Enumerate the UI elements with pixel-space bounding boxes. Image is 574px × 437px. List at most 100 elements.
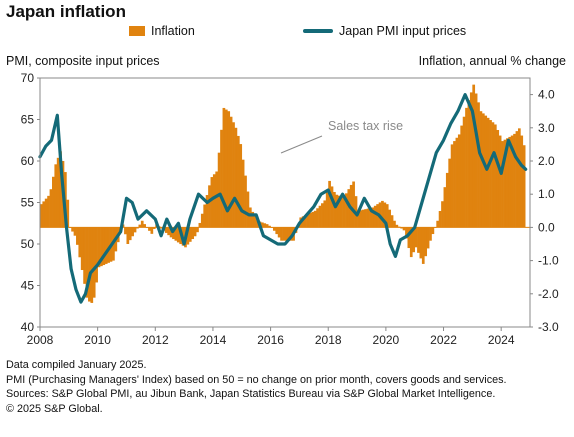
inflation-bar [517,128,521,228]
legend-item-pmi: Japan PMI input prices [303,24,466,38]
inflation-bar [287,227,291,241]
chart-plot: 40 45 50 55 60 65 70 -3.0 -2.0 -1.0 0.0 1.0 2.0 3.0 4.… [21,71,559,347]
x-axis-tick-label: 2016 [257,333,284,347]
inflation-bar [503,139,507,228]
inflation-bar [210,177,214,228]
inflation-bar [352,181,355,228]
annotation-sales-tax-rise: Sales tax rise [328,119,403,133]
inflation-bar [241,159,245,228]
inflation-bar [424,227,428,257]
inflation-bar [513,133,516,228]
inflation-bar [366,208,370,228]
legend-label-pmi: Japan PMI input prices [339,24,467,38]
inflation-bar [229,116,233,228]
inflation-bar [176,227,180,243]
inflation-bar [193,227,197,237]
inflation-bar [304,215,307,228]
inflation-bar [215,171,219,228]
inflation-bar [412,227,415,253]
inflation-bar [102,227,106,266]
inflation-bar [462,116,466,228]
inflation-bar [124,227,127,235]
inflation-bar [481,113,485,228]
left-axis-tick-label: 40 [21,320,35,334]
inflation-bar [445,172,449,228]
inflation-bar [321,203,324,228]
inflation-bar [510,135,514,228]
inflation-bar [268,225,271,228]
inflation-bar [66,199,70,228]
inflation-bar [465,107,468,228]
inflation-bar [186,227,190,245]
inflation-bar [417,227,420,253]
inflation-bar [323,200,327,228]
inflation-bar [383,202,387,228]
left-axis-tick-label: 50 [21,237,35,251]
inflation-bar [248,207,252,228]
inflation-bar [313,210,317,228]
inflation-bar [469,92,473,228]
pmi-line [38,93,528,304]
inflation-bar [395,224,399,228]
inflation-bar [85,227,89,298]
inflation-bar [244,175,247,228]
inflation-bar [309,213,312,228]
inflation-bar [150,227,154,234]
inflation-bar [335,194,339,228]
inflation-bar [342,197,346,228]
inflation-bar [472,84,476,228]
inflation-bar [160,227,163,229]
inflation-bar [128,227,132,241]
inflation-bar [49,189,53,228]
inflation-bar [409,227,413,258]
inflation-bar [371,207,375,228]
inflation-bar [453,141,456,228]
inflation-bar [489,120,492,228]
left-axis-title: PMI, composite input prices [6,54,160,68]
inflation-bar [493,124,497,228]
inflation-bar [212,174,216,228]
inflation-bar [337,195,341,228]
inflation-bar [224,109,228,228]
inflation-bar [143,224,146,228]
inflation-bar [92,227,96,298]
inflation-bar [460,125,464,228]
inflation-bar [253,216,257,228]
inflation-bar [441,201,444,228]
inflation-bar [390,215,394,228]
footnote-compiled: Data compiled January 2025. [6,359,147,371]
left-axis-tick-label: 60 [21,154,35,168]
inflation-bar [455,137,459,228]
inflation-bar [330,186,334,228]
inflation-bar [275,227,279,235]
inflation-bar [131,227,134,237]
inflation-bar [357,210,360,228]
inflation-bar [431,227,435,235]
inflation-bar [208,185,211,228]
inflation-bar [164,227,168,233]
inflation-bar [515,131,519,228]
inflation-bar [78,227,82,258]
inflation-bar [73,227,77,236]
inflation-bar [205,195,209,228]
inflation-bar [421,227,425,264]
inflation-bar [333,191,336,228]
inflation-bar [426,227,430,249]
inflation-bar [172,227,175,240]
inflation-bar [301,216,305,228]
inflation-bar [256,220,259,228]
inflation-bar [198,222,202,228]
footnotes: Data compiled January 2025. PMI (Purchas… [6,358,507,416]
inflation-bar [448,158,452,228]
x-axis-tick-label: 2008 [27,333,54,347]
inflation-bar [316,208,319,228]
inflation-bar [520,135,524,228]
inflation-bar [222,107,226,228]
right-axis-tick-label: -1.0 [538,254,559,268]
inflation-bar [385,204,389,228]
x-axis-tick-label: 2018 [315,333,342,347]
inflation-bar [227,111,231,228]
inflation-bar [174,227,178,241]
inflation-bar [191,227,195,240]
inflation-bar [508,136,512,228]
